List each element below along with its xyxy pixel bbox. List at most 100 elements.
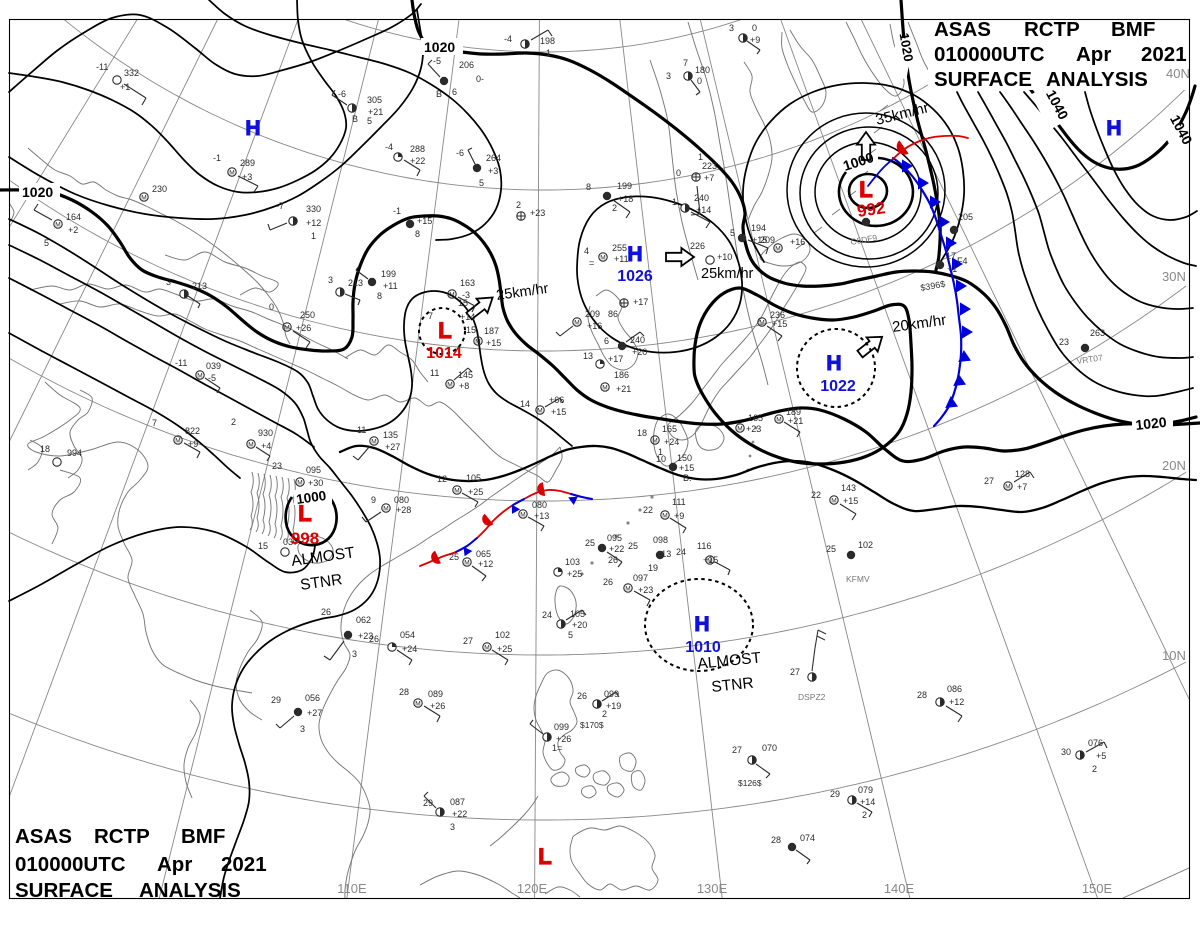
svg-text:M: M	[464, 560, 469, 567]
svg-text:-4: -4	[504, 34, 512, 44]
svg-text:086: 086	[947, 684, 962, 694]
svg-text:M: M	[383, 506, 388, 513]
svg-text:105: 105	[466, 473, 481, 483]
svg-text:+27: +27	[307, 708, 322, 718]
svg-text:822: 822	[185, 426, 200, 436]
svg-text:=: =	[589, 258, 594, 268]
svg-text:+4: +4	[261, 441, 271, 451]
svg-text:27: 27	[984, 476, 994, 486]
svg-text:+17: +17	[608, 354, 623, 364]
svg-text:+12: +12	[478, 559, 493, 569]
svg-text:+15: +15	[417, 216, 432, 226]
svg-text:5: 5	[730, 228, 735, 238]
svg-text:165: 165	[748, 413, 763, 423]
svg-text:H: H	[245, 117, 260, 140]
svg-text:M: M	[55, 222, 60, 229]
svg-text:B: B	[352, 114, 358, 124]
svg-text:3: 3	[328, 275, 333, 285]
svg-text:28: 28	[399, 687, 409, 697]
svg-text:26: 26	[603, 577, 613, 587]
svg-text:25: 25	[585, 538, 595, 548]
svg-text:25: 25	[628, 541, 638, 551]
svg-text:+15: +15	[679, 463, 694, 473]
svg-text:+16: +16	[790, 237, 805, 247]
svg-text:+3: +3	[488, 166, 498, 176]
svg-text:240: 240	[630, 335, 645, 345]
svg-text:039: 039	[206, 361, 221, 371]
svg-text:+11: +11	[614, 254, 629, 264]
svg-text:4: 4	[584, 246, 589, 256]
svg-text:5: 5	[367, 116, 372, 126]
svg-text:25km/hr: 25km/hr	[701, 266, 754, 282]
svg-text:187: 187	[484, 326, 499, 336]
svg-text:186: 186	[614, 370, 629, 380]
svg-text:0: 0	[697, 76, 702, 86]
svg-text:+23: +23	[746, 424, 761, 434]
svg-text:7: 7	[428, 311, 433, 321]
svg-text:M: M	[831, 498, 836, 505]
svg-text:-5: -5	[433, 56, 441, 66]
svg-text:M: M	[600, 255, 605, 262]
svg-text:+15: +15	[486, 338, 501, 348]
svg-text:+12: +12	[306, 218, 321, 228]
svg-text:213: 213	[192, 281, 207, 291]
svg-text:2021: 2021	[1141, 43, 1187, 66]
svg-text:Apr: Apr	[1076, 43, 1111, 66]
svg-text:H: H	[694, 613, 709, 636]
svg-text:M: M	[574, 320, 579, 327]
svg-text:+5: +5	[1096, 751, 1106, 761]
svg-text:ASAS: ASAS	[15, 825, 72, 848]
svg-text:102: 102	[858, 540, 873, 550]
svg-text:198: 198	[540, 36, 555, 46]
svg-text:30: 30	[1061, 747, 1071, 757]
svg-text:RCTP: RCTP	[1024, 18, 1080, 41]
svg-text:150E: 150E	[1082, 881, 1113, 896]
svg-text:116: 116	[697, 541, 711, 551]
svg-text:2: 2	[516, 200, 521, 210]
svg-text:062: 062	[356, 615, 371, 625]
svg-text:22: 22	[811, 490, 821, 500]
svg-text:226: 226	[690, 241, 705, 251]
svg-text:F4: F4	[957, 256, 968, 266]
svg-text:065: 065	[476, 549, 491, 559]
svg-text:-6: -6	[338, 89, 346, 99]
svg-text:+23: +23	[530, 208, 545, 218]
svg-text:+25: +25	[468, 487, 483, 497]
svg-text:5: 5	[568, 630, 573, 640]
svg-text:M: M	[759, 320, 764, 327]
svg-text:H: H	[627, 243, 642, 266]
svg-text:+26: +26	[296, 323, 311, 333]
svg-text:8: 8	[377, 291, 382, 301]
svg-text:BMF: BMF	[1111, 18, 1155, 41]
svg-text:20N: 20N	[1162, 458, 1186, 473]
svg-text:6: 6	[452, 87, 457, 97]
svg-text:205: 205	[958, 212, 973, 222]
svg-text:M: M	[602, 385, 607, 392]
svg-text:29: 29	[830, 789, 840, 799]
svg-text:+24: +24	[402, 644, 417, 654]
svg-text:M: M	[284, 325, 289, 332]
svg-text:3: 3	[729, 23, 734, 33]
svg-text:194: 194	[751, 223, 766, 233]
svg-text:7: 7	[152, 418, 157, 428]
svg-text:+22: +22	[609, 544, 624, 554]
svg-text:+11: +11	[383, 281, 398, 291]
svg-text:+24: +24	[664, 437, 679, 447]
svg-text:M: M	[197, 373, 202, 380]
svg-text:L: L	[538, 844, 551, 869]
svg-text:26: 26	[321, 607, 331, 617]
svg-text:2: 2	[1092, 764, 1097, 774]
svg-text:15: 15	[258, 541, 268, 551]
svg-text:070: 070	[762, 743, 777, 753]
svg-text:240: 240	[694, 193, 709, 203]
svg-text:1020: 1020	[424, 39, 455, 55]
svg-text:1=: 1=	[552, 743, 562, 753]
svg-text:-1: -1	[393, 206, 401, 216]
svg-text:3: 3	[352, 649, 357, 659]
svg-text:+21: +21	[788, 416, 803, 426]
svg-text:KFMV: KFMV	[846, 574, 870, 584]
svg-text:+8: +8	[459, 381, 469, 391]
svg-text:+14: +14	[860, 797, 875, 807]
svg-text:10: 10	[656, 454, 666, 464]
svg-text:12: 12	[437, 474, 447, 484]
